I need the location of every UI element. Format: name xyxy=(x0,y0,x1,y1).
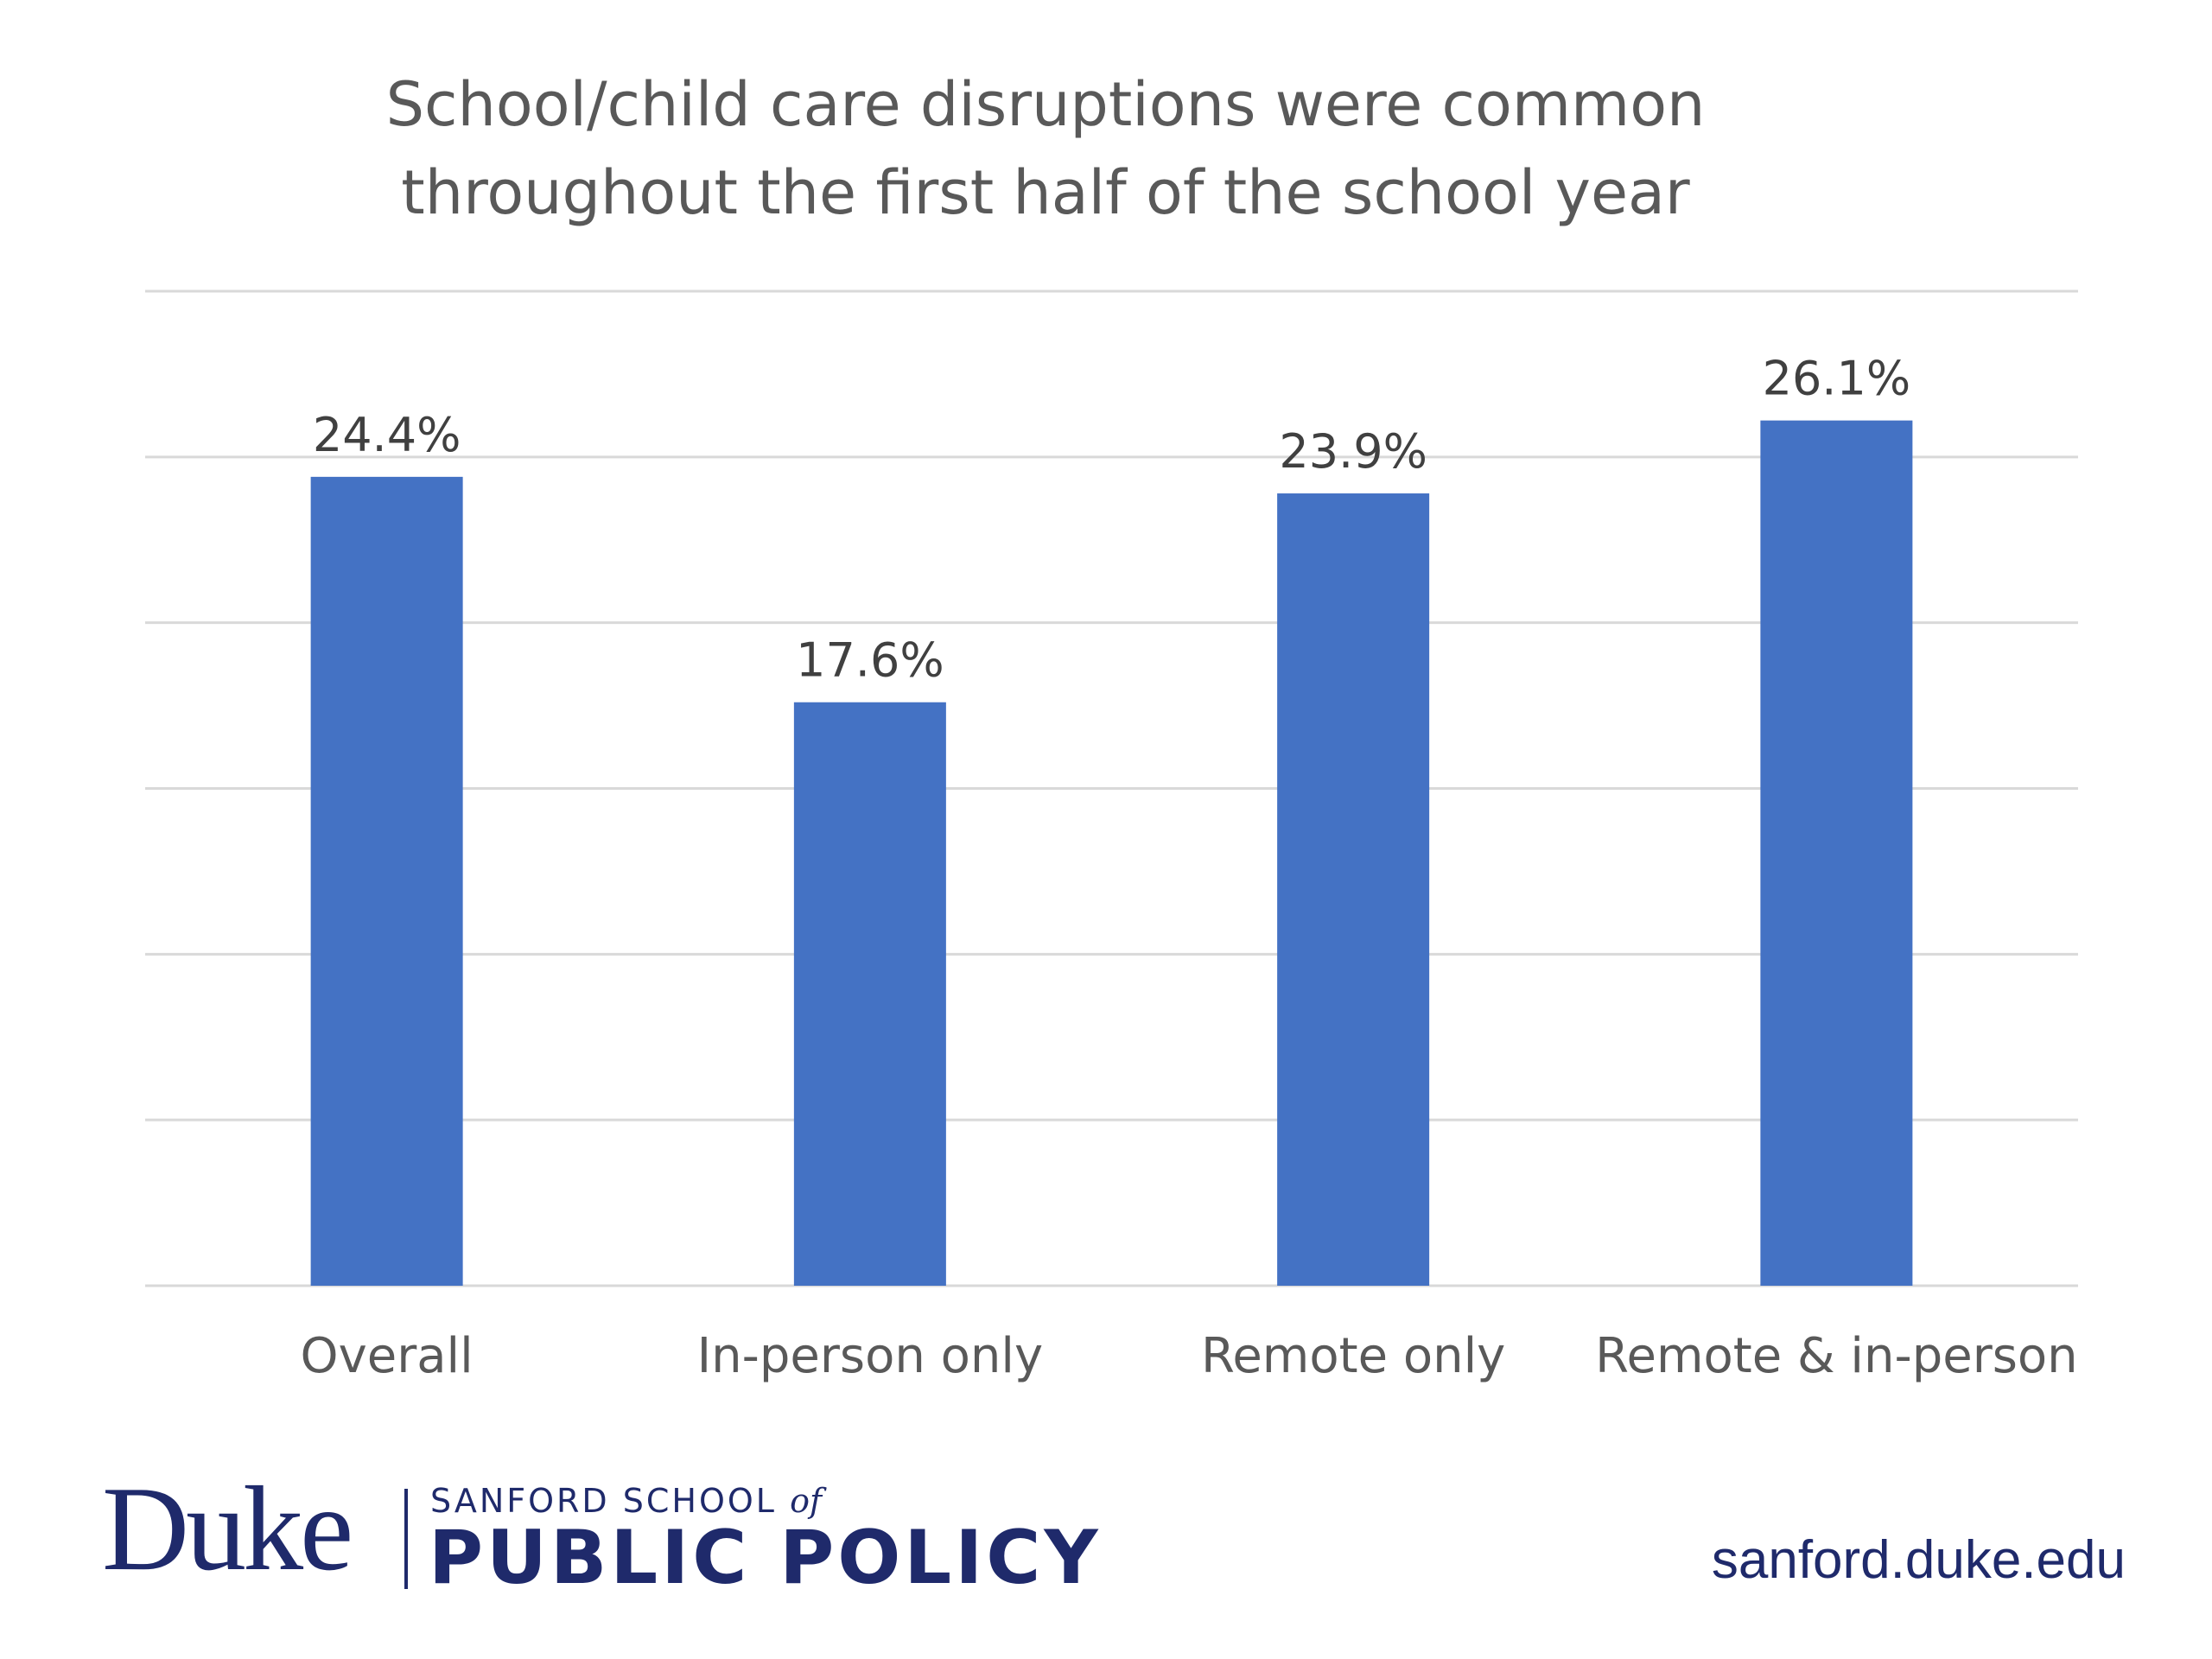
data-labels: 24.4% 17.6% 23.9% 26.1% xyxy=(313,352,1910,688)
bar xyxy=(793,702,946,1286)
sanford-of-text: of xyxy=(790,1482,823,1520)
chart-title-line-1: School/child care disruptions were commo… xyxy=(385,69,1706,140)
gridlines xyxy=(145,289,2078,1287)
data-label: 23.9% xyxy=(1279,424,1427,479)
bars xyxy=(310,420,1913,1286)
data-label: 26.1% xyxy=(1763,352,1911,406)
data-label: 17.6% xyxy=(796,633,944,688)
x-tick-label: Overall xyxy=(301,1328,474,1384)
chart-title-line-2: throughout the first half of the school … xyxy=(401,157,1690,228)
bar xyxy=(1277,493,1430,1286)
chart-title: School/child care disruptions were commo… xyxy=(0,60,2091,237)
x-tick-label: Remote only xyxy=(1201,1328,1505,1384)
x-tick-label: In-person only xyxy=(697,1328,1043,1384)
x-axis-tick-labels: Overall In-person only Remote only Remote &… xyxy=(301,1328,2078,1384)
website-url: sanford.duke.edu xyxy=(1711,1530,2126,1590)
duke-wordmark: Duke xyxy=(102,1462,353,1596)
data-label: 24.4% xyxy=(313,408,461,462)
sanford-school-line: SANFORD SCHOOL of xyxy=(430,1482,822,1520)
sanford-school-text: SANFORD SCHOOL xyxy=(430,1482,777,1520)
bar xyxy=(1760,420,1913,1286)
public-policy-text: PUBLIC POLICY xyxy=(429,1515,1102,1601)
x-tick-label: Remote & in-person xyxy=(1595,1328,2078,1384)
bar xyxy=(310,476,463,1286)
logo-divider xyxy=(404,1489,408,1589)
